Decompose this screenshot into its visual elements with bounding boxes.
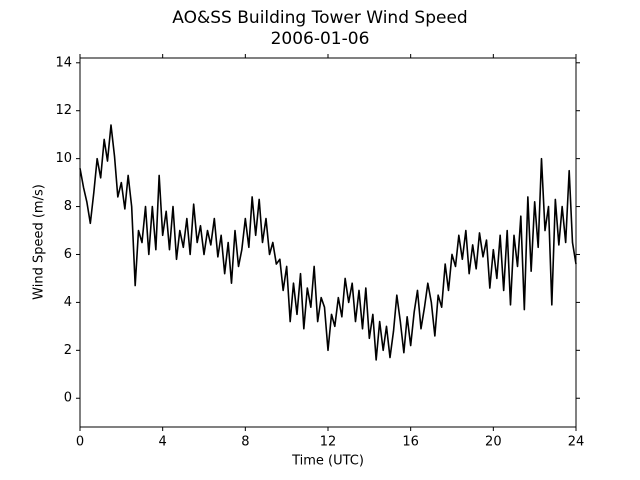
chart-subtitle: 2006-01-06 [271, 29, 370, 49]
x-tick-label: 16 [402, 435, 419, 450]
y-tick-label: 0 [64, 391, 72, 406]
y-tick-label: 2 [64, 343, 72, 358]
x-tick-label: 20 [485, 435, 502, 450]
y-axis-label: Wind Speed (m/s) [32, 184, 47, 300]
x-tick-label: 0 [76, 435, 84, 450]
y-tick-label: 4 [64, 295, 72, 310]
y-tick-label: 8 [64, 199, 72, 214]
chart-title: AO&SS Building Tower Wind Speed [172, 8, 467, 28]
y-tick-label: 12 [55, 103, 72, 118]
x-tick-label: 4 [159, 435, 167, 450]
y-tick-label: 10 [55, 151, 72, 166]
x-tick-label: 24 [568, 435, 585, 450]
y-tick-label: 14 [55, 55, 72, 70]
plot-frame [79, 57, 577, 428]
x-tick-label: 12 [320, 435, 337, 450]
x-axis-label: Time (UTC) [291, 454, 364, 469]
x-tick-label: 8 [241, 435, 249, 450]
y-tick-label: 6 [64, 247, 72, 262]
data-line [79, 124, 577, 361]
